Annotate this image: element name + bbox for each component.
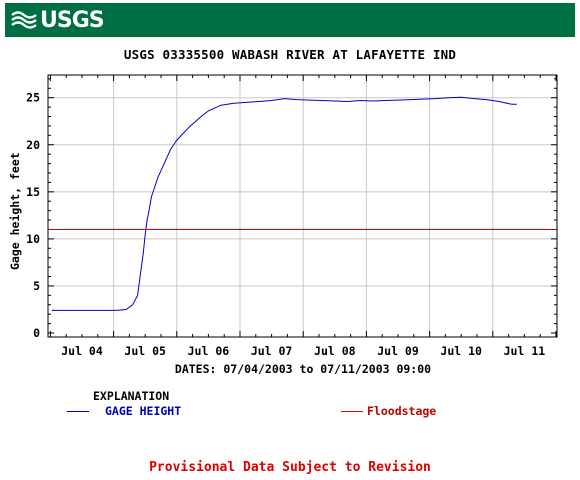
x-tick-label: Jul 11 — [504, 344, 546, 358]
x-tick-label: Jul 10 — [440, 344, 482, 358]
x-tick-label: Jul 04 — [61, 344, 103, 358]
usgs-logo[interactable]: USGS — [11, 7, 105, 33]
x-tick-label: Jul 09 — [377, 344, 419, 358]
tick-labels: Jul 04 Jul 05 Jul 06 Jul 07 Jul 08 Jul 09 Jul … — [26, 91, 545, 358]
x-tick-label: Jul 08 — [314, 344, 356, 358]
x-axis-date-range: DATES: 07/04/2003 to 07/11/2003 09:00 — [174, 362, 432, 376]
legend-flood-swatch — [341, 410, 363, 412]
usgs-wave-icon — [11, 11, 37, 29]
legend-gage-label: GAGE HEIGHT — [105, 404, 182, 418]
legend-floodstage: Floodstage — [341, 404, 436, 418]
series-lines — [49, 96, 556, 311]
y-tick-label: 25 — [26, 91, 40, 105]
provisional-notice: Provisional Data Subject to Revision — [149, 460, 431, 475]
gage-height-line — [51, 96, 517, 311]
legend-flood-label: Floodstage — [367, 404, 437, 418]
plot-frame — [47, 74, 558, 338]
chart-title: USGS 03335500 WABASH RIVER AT LAFAYETTE … — [123, 47, 457, 62]
y-axis-label: Gage height, feet — [8, 152, 22, 270]
legend-gage-swatch — [67, 410, 89, 412]
x-tick-label: Jul 06 — [188, 344, 230, 358]
x-tick-label: Jul 07 — [251, 344, 293, 358]
usgs-banner: USGS — [5, 3, 575, 37]
legend-gage-height: GAGE HEIGHT — [67, 404, 181, 418]
y-tick-label: 20 — [26, 138, 40, 152]
grid-lines — [48, 75, 557, 337]
legend-title: EXPLANATION — [93, 389, 170, 403]
y-tick-label: 15 — [26, 185, 40, 199]
axis-ticks — [48, 75, 557, 337]
x-tick-label: Jul 05 — [124, 344, 166, 358]
usgs-logo-text: USGS — [40, 7, 105, 33]
y-tick-label: 0 — [33, 326, 40, 340]
y-tick-label: 5 — [33, 279, 40, 293]
y-tick-label: 10 — [26, 232, 40, 246]
